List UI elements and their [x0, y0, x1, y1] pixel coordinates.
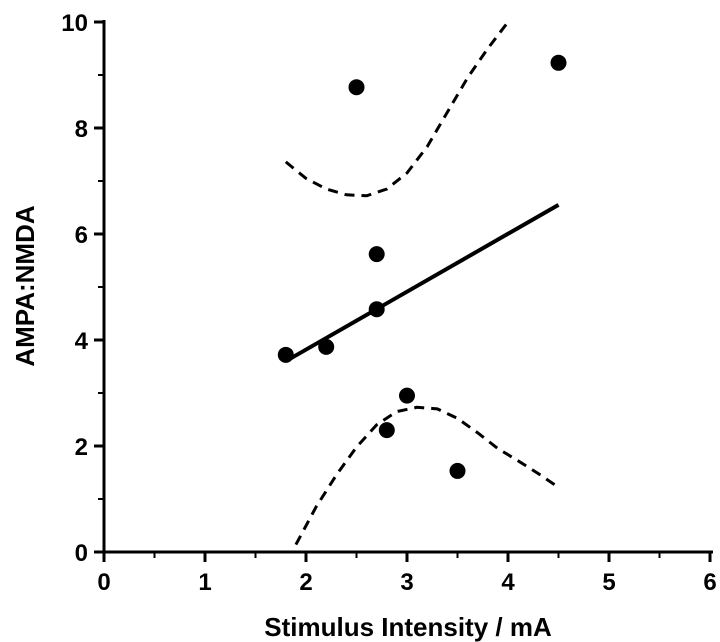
- data-point: [368, 246, 385, 263]
- regression-line: [284, 203, 560, 363]
- data-point: [378, 422, 395, 439]
- y-ticks: 0 2 4 6 8 10: [61, 10, 104, 567]
- y-tick-label: 0: [75, 540, 88, 567]
- data-point: [399, 387, 415, 404]
- data-points: [277, 54, 567, 479]
- x-tick-label: 6: [703, 569, 716, 596]
- x-tick-label: 0: [97, 569, 110, 596]
- x-ticks: 0 1 2 3 4 5 6: [97, 552, 717, 596]
- x-tick-label: 2: [299, 569, 312, 596]
- data-point: [277, 346, 294, 363]
- x-tick-label: 3: [400, 569, 413, 596]
- x-axis-title: Stimulus Intensity / mA: [264, 612, 552, 642]
- data-point: [550, 54, 567, 71]
- axes: [102, 20, 713, 554]
- y-tick-label: 10: [61, 10, 88, 37]
- y-tick-label: 4: [75, 328, 89, 355]
- data-point: [368, 301, 385, 318]
- x-tick-label: 1: [198, 569, 211, 596]
- confidence-band-upper: [284, 21, 510, 198]
- y-tick-label: 6: [75, 222, 88, 249]
- data-point: [348, 79, 365, 96]
- y-tick-label: 2: [75, 434, 88, 461]
- y-tick-label: 8: [75, 116, 88, 143]
- x-tick-label: 5: [602, 569, 615, 596]
- y-axis-title: AMPA:NMDA: [10, 205, 40, 366]
- data-point: [449, 462, 466, 479]
- confidence-band-lower: [294, 405, 560, 546]
- regression-line-group: [284, 203, 560, 363]
- data-point: [318, 338, 335, 355]
- x-tick-label: 4: [501, 569, 515, 596]
- confidence-bands: [284, 21, 560, 546]
